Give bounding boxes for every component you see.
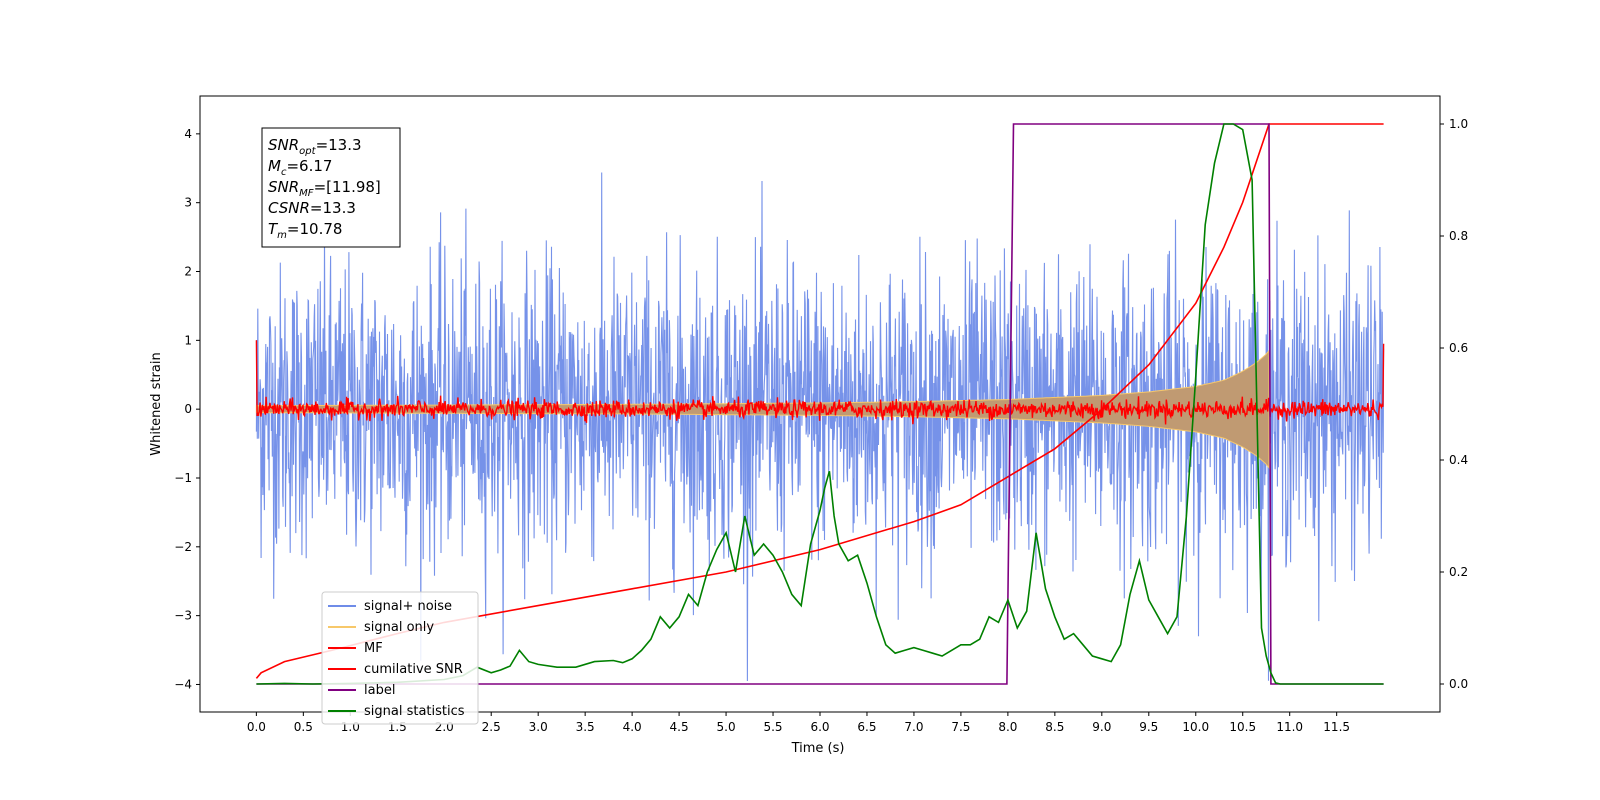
annotation-line: SNRMF=[11.98] — [268, 178, 381, 199]
x-tick-label: 6.5 — [857, 720, 876, 734]
annotation-line: CSNR=13.3 — [268, 199, 356, 217]
x-tick-label: 8.5 — [1045, 720, 1064, 734]
x-tick-label: 10.5 — [1229, 720, 1256, 734]
x-tick-label: 7.5 — [951, 720, 970, 734]
x-tick-label: 4.5 — [670, 720, 689, 734]
y-tick-label: −2 — [174, 540, 192, 554]
y2-tick-label: 0.2 — [1449, 565, 1468, 579]
x-tick-label: 2.5 — [482, 720, 501, 734]
y-tick-label: 0 — [184, 402, 192, 416]
legend-label: label — [364, 683, 395, 698]
y-tick-label: −3 — [174, 609, 192, 623]
legend-label: signal statistics — [364, 704, 465, 719]
plot-area — [255, 123, 1385, 685]
x-tick-label: 0.5 — [294, 720, 313, 734]
x-tick-label: 11.5 — [1323, 720, 1350, 734]
series-mf — [255, 340, 1385, 425]
x-tick-label: 9.0 — [1092, 720, 1111, 734]
x-tick-label: 11.0 — [1276, 720, 1303, 734]
y2-tick-label: 0.6 — [1449, 341, 1468, 355]
x-tick-label: 10.0 — [1182, 720, 1209, 734]
x-tick-label: 5.5 — [763, 720, 782, 734]
y2-tick-label: 0.0 — [1449, 677, 1468, 691]
y-axis-label: Whitened strain — [149, 352, 164, 455]
x-tick-label: 6.0 — [810, 720, 829, 734]
legend-label: cumilative SNR — [364, 662, 463, 677]
x-tick-label: 9.5 — [1139, 720, 1158, 734]
x-tick-label: 0.0 — [247, 720, 266, 734]
y-tick-label: 1 — [184, 333, 192, 347]
legend-label: signal+ noise — [364, 599, 452, 614]
legend-label: signal only — [364, 620, 434, 635]
legend-frame — [321, 591, 479, 725]
series-signal-statistics — [256, 123, 1384, 685]
y-tick-label: 3 — [184, 196, 192, 210]
y-tick-label: 4 — [184, 127, 192, 141]
legend-label: MF — [364, 641, 383, 656]
x-tick-label: 3.0 — [529, 720, 548, 734]
y-tick-label: −4 — [174, 677, 192, 691]
x-tick-label: 3.5 — [576, 720, 595, 734]
legend: signal+ noise signal only MF cumilative SNR… — [321, 591, 479, 725]
annotation-line: Mc=6.17 — [268, 157, 332, 178]
axes: 0.0 0.5 1.0 1.5 2.0 2.5 3.0 3.5 4.0 4.5 5.0 5.5 6.0 6… — [174, 117, 1468, 734]
x-tick-label: 5.0 — [717, 720, 736, 734]
y2-tick-label: 0.4 — [1449, 453, 1468, 467]
annotation-line: Tm=10.78 — [268, 220, 342, 241]
x-tick-label: 7.0 — [904, 720, 923, 734]
x-tick-label: 8.0 — [998, 720, 1017, 734]
y2-tick-label: 1.0 — [1449, 117, 1468, 131]
y-tick-label: −1 — [174, 471, 192, 485]
annotation-box: SNRopt=13.3Mc=6.17SNRMF=[11.98]CSNR=13.3… — [261, 127, 401, 248]
annotation-frame — [261, 127, 401, 248]
x-axis-label: Time (s) — [791, 741, 845, 756]
x-tick-label: 4.0 — [623, 720, 642, 734]
y-tick-label: 2 — [184, 265, 192, 279]
y2-tick-label: 0.8 — [1449, 229, 1468, 243]
annotation-line: SNRopt=13.3 — [268, 136, 362, 157]
